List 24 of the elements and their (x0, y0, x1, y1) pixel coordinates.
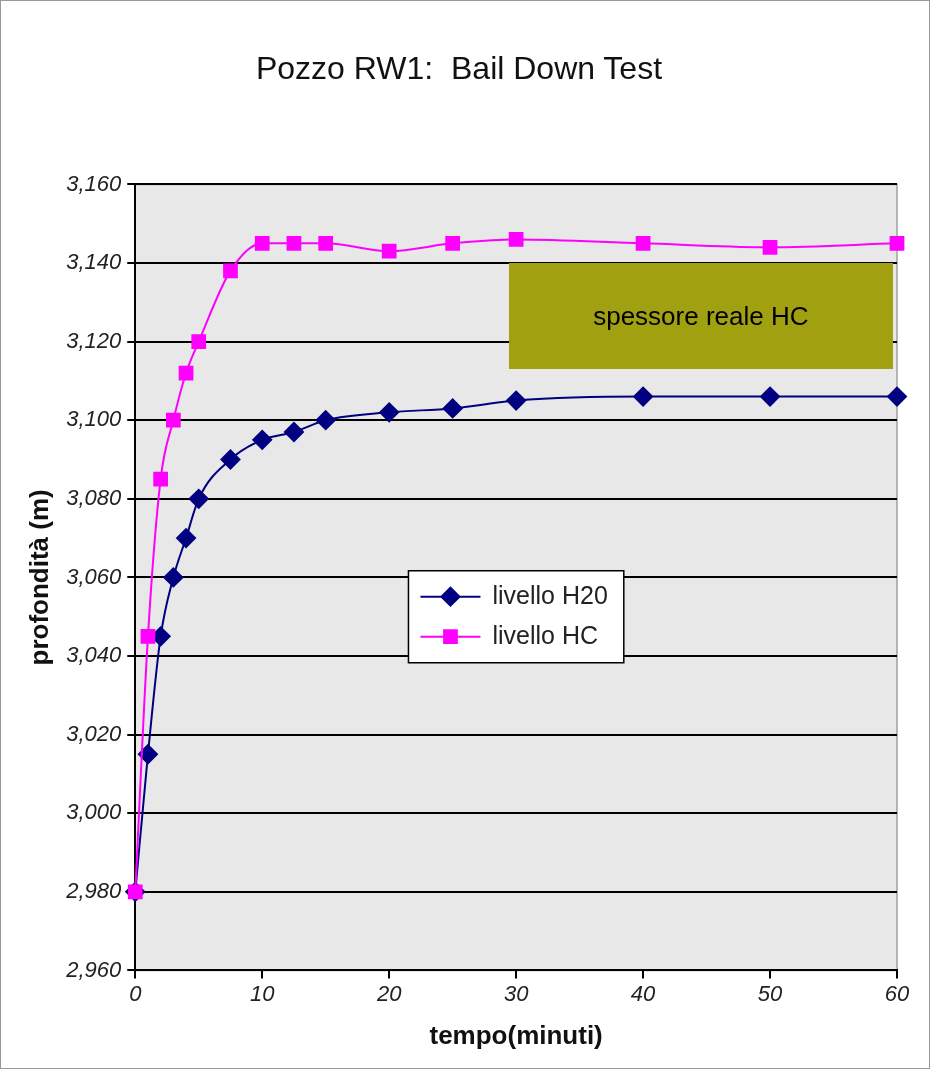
y-tick-label: 3,100 (66, 406, 123, 432)
x-tick-label: 50 (757, 980, 784, 1006)
x-tick-label: 20 (375, 980, 403, 1006)
y-tick-label: 3,160 (66, 170, 123, 196)
y-tick-label: 2,980 (65, 877, 123, 903)
legend-label: livello HC (492, 620, 599, 649)
y-tick-label: 3,140 (66, 249, 123, 275)
y-tick-label: 3,120 (66, 327, 123, 353)
y-tick-label: 3,000 (66, 799, 123, 825)
label-box: spessore reale HC (508, 263, 894, 370)
x-tick-label: 0 (129, 980, 143, 1006)
x-tick-label: 60 (884, 980, 910, 1006)
x-axis-title: tempo(minuti) (429, 1019, 603, 1050)
y-tick-label: 2,960 (65, 956, 123, 982)
x-tick-label: 40 (630, 980, 657, 1006)
x-tick-label: 30 (503, 980, 530, 1006)
x-tick-label: 10 (249, 980, 276, 1006)
y-tick-label: 3,080 (66, 484, 123, 510)
y-tick-label: 3,040 (66, 642, 123, 668)
y-tick-label: 3,020 (66, 720, 123, 746)
chart-title: Pozzo RW1: Bail Down Test (255, 50, 663, 87)
y-axis-title: profondità (m) (23, 489, 54, 666)
y-tick-label: 3,060 (66, 563, 123, 589)
legend-label: livello H20 (492, 580, 608, 609)
